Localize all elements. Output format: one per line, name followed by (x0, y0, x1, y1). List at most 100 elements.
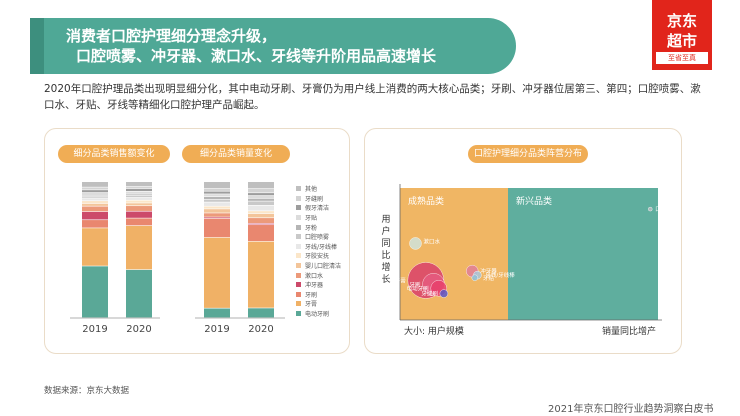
emerging-quadrant (508, 188, 658, 320)
volume-bar-seg-2019-9 (204, 196, 230, 200)
legend-label: 冲牙器 (305, 282, 324, 290)
sales-bar-seg-2020-9 (126, 194, 152, 196)
legend-swatch (296, 234, 301, 240)
sales-bar-seg-2020-10 (126, 191, 152, 194)
sales-bar-seg-2020-7 (126, 197, 152, 200)
legend-item: 电动牙刷 (296, 309, 356, 319)
legend-swatch (296, 243, 301, 249)
legend-item: 牙膏 (296, 299, 356, 309)
legend-swatch (296, 282, 301, 288)
legend-label: 牙胶安抚 (305, 253, 330, 261)
bubble-label-6: 电动牙刷 (407, 284, 430, 292)
volume-bar-seg-2020-7 (248, 205, 274, 211)
volume-bar-seg-2019-8 (204, 199, 230, 202)
sales-bar-seg-2019-3 (82, 211, 108, 220)
legend-swatch (296, 186, 301, 192)
volume-bar-seg-2020-13 (248, 182, 274, 189)
legend-swatch (296, 205, 301, 211)
sales-bar-seg-2020-12 (126, 186, 152, 189)
legend-item: 假牙清洁 (296, 203, 356, 213)
volume-bar-seg-2019-12 (204, 188, 230, 191)
sales-bar-seg-2020-13 (126, 182, 152, 187)
bubble-label-4: 牙膏 (395, 276, 407, 284)
volume-bar-seg-2020-1 (248, 241, 274, 308)
legend-swatch (296, 263, 301, 269)
volume-bar-seg-2020-2 (248, 225, 274, 242)
sales-bar-seg-2020-11 (126, 188, 152, 192)
volume-bar-xlabel-2019: 2019 (204, 324, 229, 335)
volume-bar-seg-2019-4 (204, 213, 230, 217)
size-legend-label: 大小: 用户规模 (404, 325, 464, 337)
legend-swatch (296, 291, 301, 297)
bubble-3 (471, 274, 479, 281)
legend-item: 牙粉 (296, 222, 356, 232)
quadrant-label-emerging: 新兴品类 (516, 195, 552, 207)
bubble-8 (409, 237, 422, 250)
sales-bar-seg-2020-1 (126, 225, 152, 270)
report-title: 2021年京东口腔行业趋势洞察白皮书 (548, 404, 714, 415)
legend-swatch (296, 272, 301, 278)
legend-swatch (296, 224, 301, 230)
legend-item: 漱口水 (296, 270, 356, 280)
sales-bar-seg-2019-2 (82, 220, 108, 228)
sales-bar-xlabel-2019: 2019 (82, 324, 107, 335)
sales-bar-seg-2019-7 (82, 198, 108, 201)
sales-bar-seg-2019-9 (82, 195, 108, 197)
legend-item: 牙贴 (296, 213, 356, 223)
volume-bar-seg-2020-5 (248, 213, 274, 218)
pill-scatter-title: 口腔护理细分品类阵营分布 (468, 145, 588, 163)
legend-item: 牙缝刷 (296, 194, 356, 204)
legend-label: 牙缝刷 (305, 195, 324, 203)
legend-item: 牙线/牙线棒 (296, 242, 356, 252)
volume-bar-seg-2020-11 (248, 193, 274, 196)
sales-bar-seg-2019-6 (82, 201, 108, 204)
bubble-label-1: 冲牙器 (480, 267, 497, 275)
sales-bar-seg-2019-1 (82, 228, 108, 266)
volume-bar-seg-2020-4 (248, 218, 274, 224)
logo-product: 超市 (666, 32, 697, 50)
page-title-line2: 口腔喷雾、冲牙器、漱口水、牙线等升阶用品高速增长 (76, 47, 437, 65)
volume-bar-seg-2019-0 (204, 308, 230, 318)
sales-bar-seg-2019-5 (82, 203, 108, 206)
legend-label: 牙刷 (305, 291, 318, 299)
volume-bar-seg-2019-5 (204, 209, 230, 213)
quadrant-label-mature: 成熟品类 (408, 195, 444, 207)
sales-bar-seg-2019-13 (82, 182, 108, 187)
sales-bar-seg-2019-4 (82, 206, 108, 212)
banner-accent (30, 18, 44, 74)
sales-bar-seg-2019-10 (82, 192, 108, 195)
legend-swatch (296, 311, 301, 317)
bubble-label-3: 牙贴 (483, 274, 495, 282)
volume-bar-seg-2019-11 (204, 191, 230, 194)
sales-bar-xlabel-2020: 2020 (126, 324, 151, 335)
volume-bar-seg-2019-3 (204, 217, 230, 219)
pill-volume-title: 细分品类销量变化 (182, 145, 290, 163)
sales-bar-seg-2020-2 (126, 218, 152, 226)
legend-swatch (296, 253, 301, 259)
y-axis-label: 用户同比增长 (381, 214, 390, 285)
logo-brand: 京东 (666, 12, 697, 30)
volume-bar-seg-2020-12 (248, 188, 274, 193)
legend-label: 电动牙刷 (305, 311, 330, 319)
sales-bar-seg-2020-8 (126, 195, 152, 198)
x-axis-label: 销量同比增产 (602, 325, 656, 337)
sales-bar-seg-2020-4 (126, 206, 152, 211)
legend-label: 牙膏 (305, 301, 318, 309)
legend-swatch (296, 301, 301, 307)
intro-paragraph: 2020年口腔护理品类出现明显细分化，其中电动牙刷、牙膏仍为用户线上消费的两大核… (44, 83, 701, 111)
logo-slogan: 至省至真 (656, 52, 708, 64)
volume-bar-seg-2020-8 (248, 201, 274, 205)
volume-bar-seg-2019-10 (204, 194, 230, 197)
legend-item: 口腔喷雾 (296, 232, 356, 242)
sales-bar-seg-2019-12 (82, 187, 108, 190)
legend-label: 牙贴 (305, 215, 318, 223)
legend-swatch (296, 215, 301, 221)
sales-bar-seg-2019-11 (82, 190, 108, 193)
sales-bar-seg-2020-5 (126, 203, 152, 206)
bubble-label-0: 口腔喷雾 (655, 205, 678, 213)
legend-label: 其他 (305, 186, 318, 194)
volume-bar-seg-2019-1 (204, 237, 230, 308)
